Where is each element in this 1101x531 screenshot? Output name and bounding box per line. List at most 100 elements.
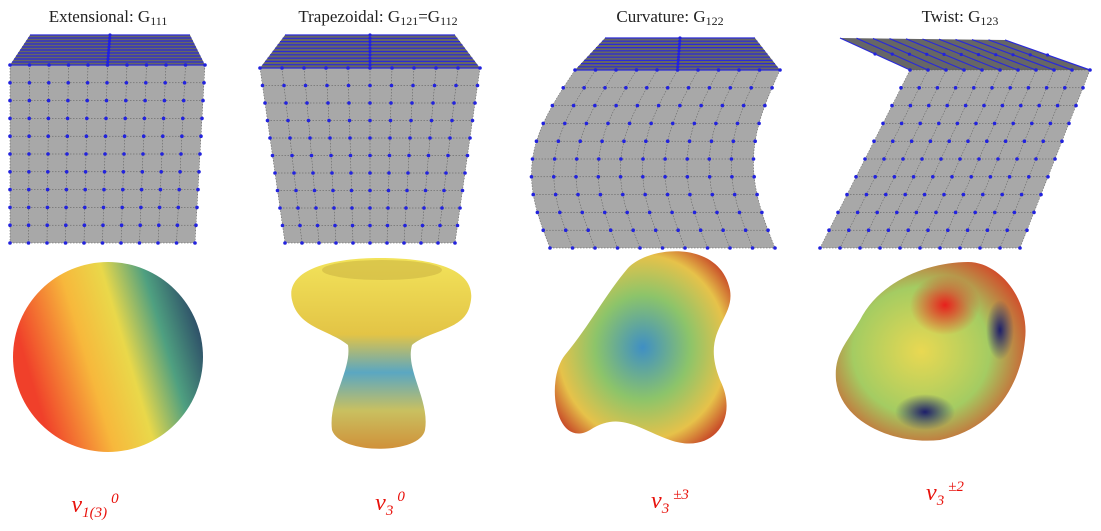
node — [85, 99, 89, 103]
node — [910, 139, 914, 143]
node — [290, 154, 294, 158]
node — [387, 189, 391, 193]
node — [266, 119, 270, 123]
node — [331, 189, 335, 193]
node — [706, 246, 710, 250]
node — [156, 241, 160, 245]
node — [64, 206, 68, 210]
node — [934, 211, 938, 215]
node — [300, 241, 304, 245]
node — [1041, 139, 1045, 143]
node — [586, 228, 590, 232]
node — [708, 175, 712, 179]
node — [561, 86, 565, 90]
node — [268, 136, 272, 140]
node — [972, 86, 976, 90]
node — [334, 241, 338, 245]
node — [120, 223, 124, 227]
node — [387, 171, 391, 175]
node — [606, 122, 610, 126]
node — [348, 136, 352, 140]
node — [122, 152, 126, 156]
node — [368, 60, 371, 63]
node — [85, 134, 89, 138]
node — [908, 53, 911, 56]
node — [1060, 139, 1064, 143]
node — [736, 122, 740, 126]
node — [742, 104, 746, 108]
node — [657, 104, 661, 108]
node — [386, 224, 390, 228]
node — [763, 104, 767, 108]
node — [721, 104, 725, 108]
node — [1019, 104, 1023, 108]
node — [920, 157, 924, 161]
node — [714, 122, 718, 126]
node — [947, 139, 951, 143]
node — [286, 119, 290, 123]
node — [160, 152, 164, 156]
node — [368, 53, 371, 56]
node — [123, 134, 127, 138]
node — [893, 175, 897, 179]
node — [27, 188, 31, 192]
node — [461, 189, 465, 193]
label-subscript: 3 — [661, 501, 670, 517]
node — [123, 117, 127, 121]
node — [730, 175, 734, 179]
title-subscript: 112 — [440, 14, 458, 28]
node — [203, 63, 207, 67]
node — [1046, 53, 1049, 56]
node — [937, 122, 941, 126]
node — [405, 189, 409, 193]
node — [558, 211, 562, 215]
node — [311, 171, 315, 175]
node — [453, 241, 457, 245]
node — [733, 193, 737, 197]
node — [1016, 68, 1020, 72]
label-base: ν — [651, 488, 662, 514]
node — [962, 68, 966, 72]
surface-spot — [910, 275, 980, 335]
node — [980, 68, 984, 72]
label-superscript: 0 — [397, 489, 405, 505]
node — [881, 122, 885, 126]
node — [141, 152, 145, 156]
node — [408, 136, 412, 140]
node — [614, 104, 618, 108]
node — [65, 170, 69, 174]
node — [553, 157, 557, 161]
node — [628, 122, 632, 126]
node — [144, 81, 148, 85]
label-base: ν — [926, 480, 937, 506]
node — [582, 86, 586, 90]
node — [83, 223, 87, 227]
node — [655, 68, 659, 72]
node — [288, 136, 292, 140]
node — [390, 66, 394, 70]
node — [942, 53, 945, 56]
node — [65, 188, 69, 192]
node — [1015, 157, 1019, 161]
node — [708, 86, 712, 90]
node — [619, 175, 623, 179]
node — [108, 39, 111, 42]
node — [263, 101, 267, 105]
node — [878, 246, 882, 250]
node — [994, 53, 997, 56]
node — [899, 86, 903, 90]
node — [693, 211, 697, 215]
node — [563, 122, 567, 126]
node — [778, 68, 782, 72]
node — [121, 188, 125, 192]
node — [157, 223, 161, 227]
node — [956, 122, 960, 126]
node — [688, 139, 692, 143]
node — [918, 246, 922, 250]
node — [573, 68, 577, 72]
node — [388, 154, 392, 158]
label-superscript: ±2 — [948, 479, 964, 495]
node — [310, 154, 314, 158]
node — [347, 84, 351, 88]
node — [1030, 122, 1034, 126]
